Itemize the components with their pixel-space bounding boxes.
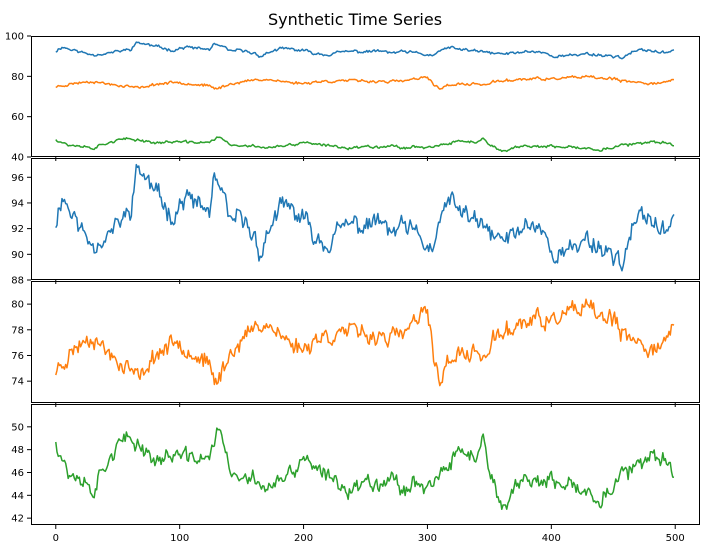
y-tick-label: 92 [11,224,24,235]
y-tick-label: 74 [11,377,24,388]
axes-frame [31,404,700,525]
y-tick-label: 80 [11,300,24,311]
panel-orange: 74 76 78 80 [11,281,700,407]
y-tick-label: 40 [11,153,24,164]
axes-frame [31,158,700,280]
x-tick-label: 100 [170,533,189,544]
x-tick-label: 500 [666,533,685,544]
y-tick-label: 78 [11,325,24,336]
axes-frame [31,281,700,403]
series-line-green [55,427,675,510]
series-line-blue [55,41,675,60]
y-tick-label: 44 [11,491,24,502]
series-line-blue [55,163,675,272]
y-tick-label: 60 [11,112,24,123]
y-tick-label: 90 [11,250,24,261]
axes-frame [31,36,700,157]
y-tick-label: 46 [11,468,24,479]
y-tick-label: 76 [11,351,24,362]
x-tick-label: 300 [418,533,437,544]
y-tick-label: 96 [11,173,24,184]
series-line-green [55,136,674,153]
chart-title: Synthetic Time Series [268,10,442,29]
panel-blue: 88 90 92 94 96 [11,158,700,287]
y-tick-label: 50 [11,422,24,433]
y-tick-label: 48 [11,445,24,456]
x-tick-label: 0 [53,533,59,544]
series-line-orange [55,298,675,387]
series-line-orange [55,74,675,90]
x-tick-label: 400 [542,533,561,544]
y-tick-label: 94 [11,198,24,209]
y-tick-label: 100 [5,32,24,43]
y-tick-label: 42 [11,514,24,525]
x-tick-label: 200 [294,533,313,544]
y-tick-label: 88 [11,276,24,287]
y-tick-label: 80 [11,72,24,83]
panel-combined: 40 60 80 100 [5,32,700,164]
